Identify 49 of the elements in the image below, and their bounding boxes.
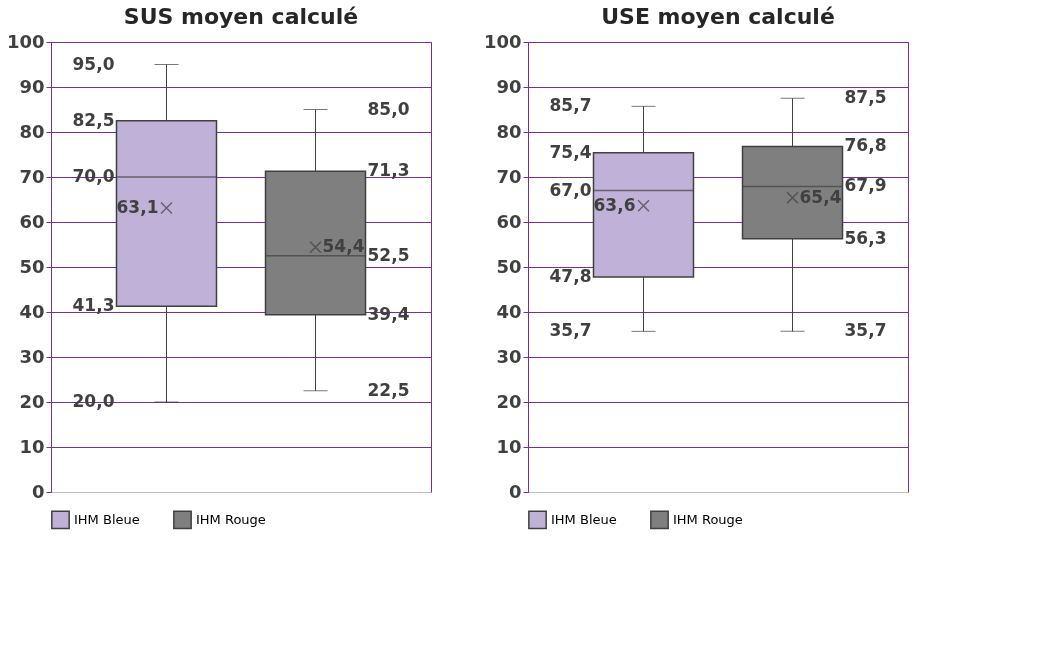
text: 85,7 bbox=[549, 95, 592, 116]
text: 54,4 bbox=[322, 236, 365, 257]
text: 85,0 bbox=[367, 98, 410, 119]
y-tick-label: 100 bbox=[6, 30, 45, 52]
legend-label: IHM Rouge bbox=[673, 511, 743, 527]
y-tick-label: 80 bbox=[496, 120, 522, 142]
y-tick-label: 30 bbox=[496, 345, 522, 367]
legend-label: IHM Bleue bbox=[74, 511, 140, 527]
y-tick-label: 60 bbox=[19, 210, 45, 232]
text: 76,8 bbox=[844, 135, 887, 156]
chart-title: SUS moyen calculé bbox=[123, 4, 359, 29]
text: 56,3 bbox=[844, 227, 887, 248]
y-tick-label: 70 bbox=[19, 165, 45, 187]
y-tick-label: 60 bbox=[496, 210, 522, 232]
text: 95,0 bbox=[72, 53, 115, 74]
y-tick-label: 70 bbox=[496, 165, 522, 187]
text: 87,5 bbox=[844, 87, 887, 108]
text: 35,7 bbox=[549, 320, 592, 341]
text: 67,0 bbox=[549, 179, 592, 200]
y-tick-label: 30 bbox=[19, 345, 45, 367]
legend-label: IHM Bleue bbox=[551, 511, 617, 527]
y-tick-label: 50 bbox=[496, 255, 522, 277]
y-tick-label: 90 bbox=[19, 75, 45, 97]
y-tick-label: 100 bbox=[483, 30, 522, 52]
y-tick-label: 10 bbox=[19, 435, 45, 457]
text: 75,4 bbox=[549, 141, 592, 162]
y-tick-label: 90 bbox=[496, 75, 522, 97]
y-tick-label: 50 bbox=[19, 255, 45, 277]
y-tick-label: 20 bbox=[19, 390, 45, 412]
text: 63,1 bbox=[116, 197, 159, 218]
text: 67,9 bbox=[844, 175, 887, 196]
y-tick-label: 40 bbox=[19, 300, 45, 322]
text: 65,4 bbox=[799, 186, 842, 207]
y-tick-label: 20 bbox=[496, 390, 522, 412]
text: 52,5 bbox=[367, 244, 410, 265]
chart-title: USE moyen calculé bbox=[601, 4, 835, 29]
y-tick-label: 10 bbox=[496, 435, 522, 457]
text: 63,6 bbox=[593, 194, 636, 215]
text: 71,3 bbox=[367, 160, 410, 181]
text: 82,5 bbox=[72, 109, 115, 130]
text: 47,8 bbox=[549, 265, 592, 286]
y-tick-label: 0 bbox=[508, 480, 522, 502]
y-tick-label: 40 bbox=[496, 300, 522, 322]
text: 41,3 bbox=[72, 295, 115, 316]
y-tick-label: 80 bbox=[19, 120, 45, 142]
text: 22,5 bbox=[367, 379, 410, 400]
text: 35,7 bbox=[844, 320, 887, 341]
y-tick-label: 0 bbox=[31, 480, 45, 502]
legend-label: IHM Rouge bbox=[196, 511, 266, 527]
